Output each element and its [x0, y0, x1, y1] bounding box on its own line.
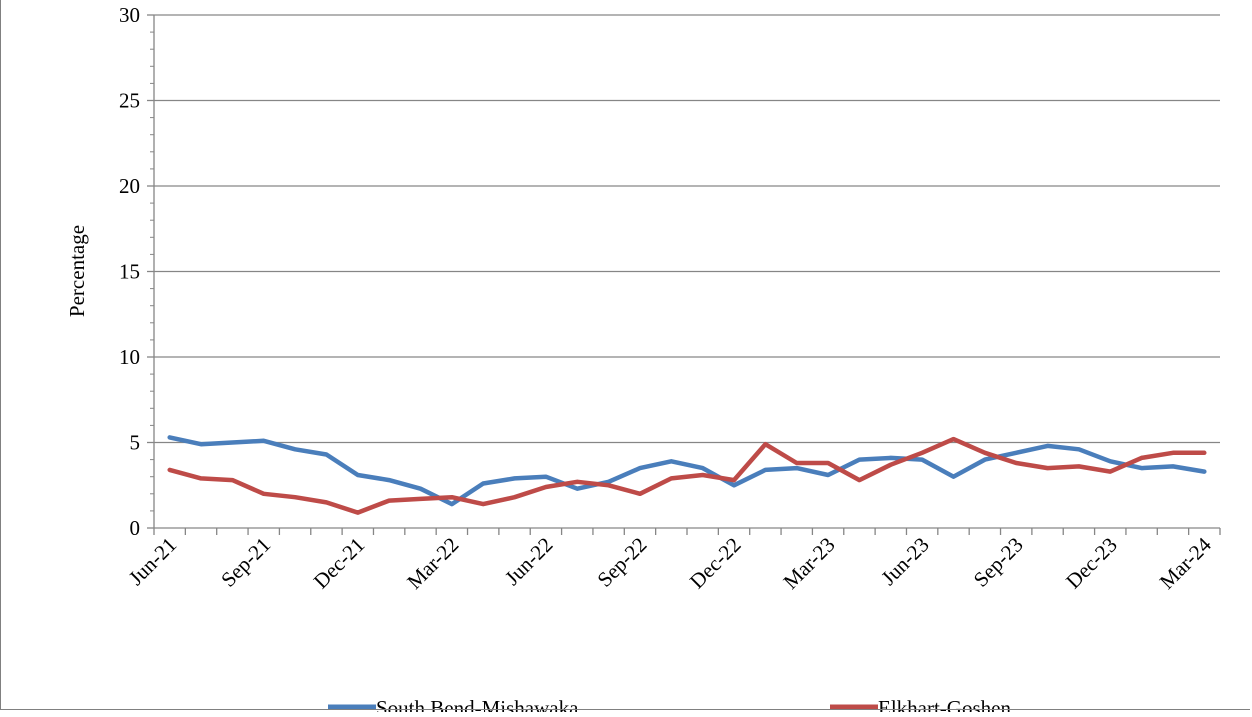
y-tick-label-30: 30 [119, 3, 140, 27]
y-tick-label-25: 25 [119, 89, 140, 113]
series-line-elkhart-goshen [167, 436, 1207, 515]
y-tick-label-15: 15 [119, 260, 140, 284]
y-tick-label-5: 5 [130, 431, 141, 455]
y-tick-label-10: 10 [119, 345, 140, 369]
axes [147, 14, 1221, 535]
y-axis-title: Percentage [65, 225, 89, 317]
series-lines [167, 435, 1207, 515]
gridlines [154, 14, 1220, 444]
y-tick-label-20: 20 [119, 174, 140, 198]
y-tick-label-0: 0 [130, 516, 141, 540]
series-line-south-bend-mishawaka [167, 435, 1207, 507]
